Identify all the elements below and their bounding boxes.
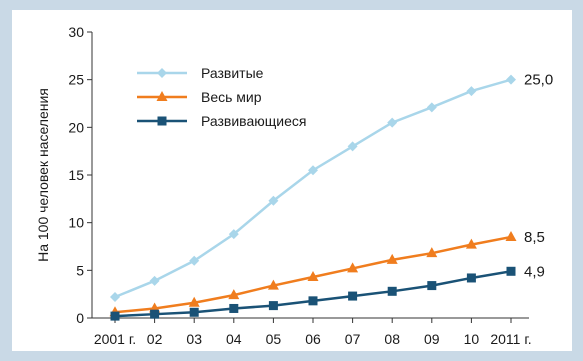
legend-marker xyxy=(156,91,168,101)
x-tick-label: 09 xyxy=(424,331,440,347)
data-point xyxy=(307,271,319,282)
y-axis-title: На 100 человек населения xyxy=(35,88,51,262)
data-point xyxy=(110,292,120,303)
x-tick-label: 06 xyxy=(305,331,321,347)
end-value-label: 8,5 xyxy=(524,229,545,246)
data-point xyxy=(308,165,318,176)
data-point xyxy=(189,255,200,266)
x-tick-label: 08 xyxy=(384,331,400,347)
legend-marker xyxy=(157,68,167,78)
data-point xyxy=(189,307,199,317)
data-point xyxy=(426,102,437,113)
legend-label: Развивающиеся xyxy=(201,113,306,129)
data-point xyxy=(110,311,120,321)
y-tick-label: 20 xyxy=(68,119,84,135)
data-point xyxy=(427,281,437,291)
data-point xyxy=(466,86,477,97)
x-tick-label: 10 xyxy=(464,331,480,347)
data-point xyxy=(228,229,239,240)
data-point xyxy=(348,291,358,301)
data-point xyxy=(387,286,397,296)
data-point xyxy=(386,253,398,264)
legend-label: Развитые xyxy=(201,65,264,81)
data-point xyxy=(268,301,278,311)
data-point xyxy=(268,195,279,206)
data-point xyxy=(267,279,279,290)
data-point xyxy=(150,309,160,319)
data-point xyxy=(426,247,438,258)
data-point xyxy=(506,266,516,276)
data-point xyxy=(188,296,200,307)
data-point xyxy=(466,273,476,283)
end-value-label: 4,9 xyxy=(524,263,545,280)
series-line-0 xyxy=(114,78,512,299)
data-point xyxy=(308,296,318,306)
data-point xyxy=(229,303,239,313)
chart-panel xyxy=(12,10,572,351)
data-point xyxy=(347,141,358,152)
x-tick-label: 03 xyxy=(186,331,202,347)
data-point xyxy=(228,289,240,300)
data-point xyxy=(505,230,517,241)
y-tick-label: 25 xyxy=(68,72,84,88)
legend-label: Весь мир xyxy=(201,89,262,105)
data-point xyxy=(387,117,398,128)
data-point xyxy=(506,74,516,85)
legend-marker xyxy=(157,116,167,126)
x-tick-label: 02 xyxy=(147,331,163,347)
x-tick-label: 04 xyxy=(226,331,242,347)
end-value-label: 25,0 xyxy=(524,72,553,89)
x-tick-label: 2001 г. xyxy=(94,331,136,347)
y-tick-label: 30 xyxy=(68,24,84,40)
data-point xyxy=(149,275,160,286)
x-tick-label: 2011 г. xyxy=(490,331,531,347)
y-tick-label: 10 xyxy=(68,215,84,231)
y-tick-label: 15 xyxy=(68,167,84,183)
x-tick-label: 07 xyxy=(345,331,361,347)
data-point xyxy=(347,262,359,273)
y-tick-label: 0 xyxy=(76,310,84,326)
data-point xyxy=(465,238,477,249)
y-tick-label: 5 xyxy=(76,262,84,278)
x-tick-label: 05 xyxy=(266,331,282,347)
